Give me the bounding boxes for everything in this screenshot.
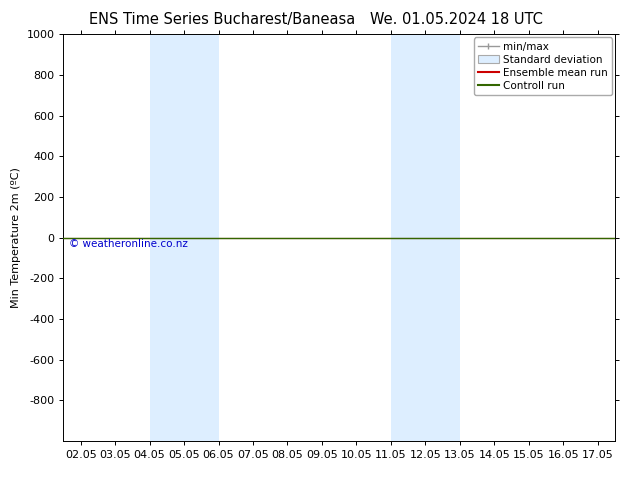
Y-axis label: Min Temperature 2m (ºC): Min Temperature 2m (ºC) [11, 167, 21, 308]
Bar [184, 34, 219, 441]
Text: We. 01.05.2024 18 UTC: We. 01.05.2024 18 UTC [370, 12, 543, 27]
Text: © weatheronline.co.nz: © weatheronline.co.nz [69, 239, 188, 249]
Legend: min/max, Standard deviation, Ensemble mean run, Controll run: min/max, Standard deviation, Ensemble me… [474, 37, 612, 95]
Bar [150, 34, 184, 441]
Text: ENS Time Series Bucharest/Baneasa: ENS Time Series Bucharest/Baneasa [89, 12, 355, 27]
Bar [425, 34, 460, 441]
Bar [391, 34, 425, 441]
